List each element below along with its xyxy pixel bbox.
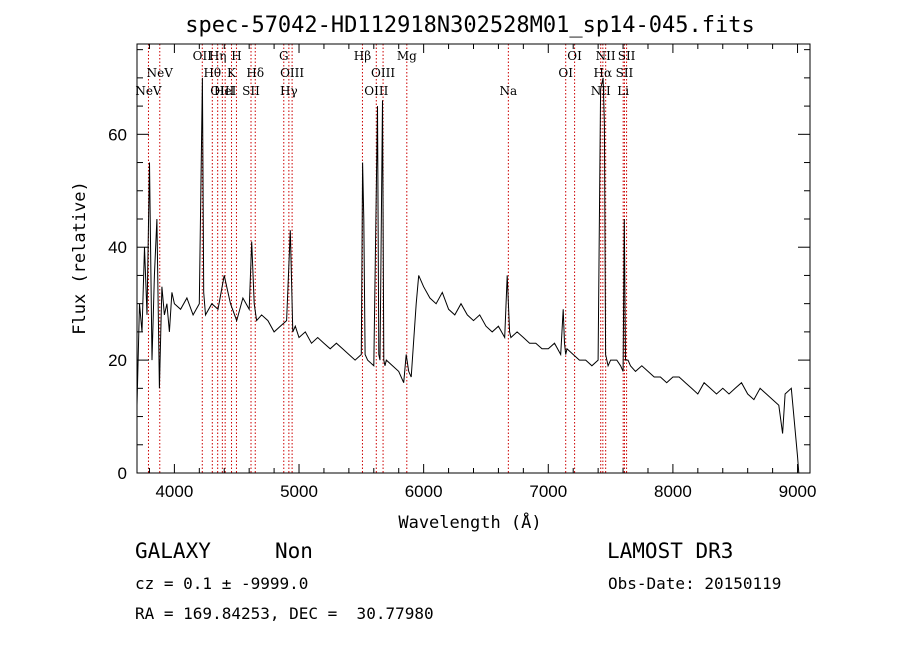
survey-name: LAMOST DR3 bbox=[607, 539, 734, 563]
line-label: Hα bbox=[594, 66, 613, 80]
line-label: OIII bbox=[371, 66, 395, 80]
redshift-cz: cz = 0.1 ± -9999.0 bbox=[135, 574, 309, 593]
x-tick-label: 7000 bbox=[529, 482, 567, 501]
line-label: NII bbox=[596, 49, 616, 63]
line-label: Hη bbox=[209, 49, 227, 63]
y-axis-label: Flux (relative) bbox=[70, 181, 90, 335]
line-label: HeI bbox=[214, 84, 237, 98]
x-tick-label: 5000 bbox=[280, 482, 318, 501]
line-label: OIII bbox=[280, 66, 304, 80]
line-label: Hδ bbox=[246, 66, 264, 80]
plot-frame bbox=[136, 43, 811, 474]
line-label: SII bbox=[616, 66, 634, 80]
line-label: H bbox=[231, 49, 241, 63]
x-axis-ticks: 4000 5000 6000 7000 8000 9000 bbox=[148, 44, 817, 501]
chart-title: spec-57042-HD112918N302528M01_sp14-045.f… bbox=[185, 13, 755, 38]
emission-line-labels: NeVNeVOIIHθHηOIIIHeIKHSIIHδGHγOIIIHβOIII… bbox=[135, 49, 635, 98]
y-axis-ticks: 0 20 40 60 bbox=[108, 49, 810, 483]
line-label: NeV bbox=[147, 66, 174, 80]
x-axis-label: Wavelength (Å) bbox=[398, 511, 541, 533]
y-tick-label: 20 bbox=[108, 351, 127, 370]
line-label: OIII bbox=[364, 84, 388, 98]
x-tick-label: 8000 bbox=[654, 482, 692, 501]
line-label: OII bbox=[193, 49, 213, 63]
line-label: OI bbox=[558, 66, 573, 80]
line-label: Na bbox=[500, 84, 518, 98]
line-label: OIII bbox=[210, 84, 234, 98]
line-label: OI bbox=[567, 49, 582, 63]
x-tick-label: 9000 bbox=[779, 482, 817, 501]
y-tick-label: 0 bbox=[118, 464, 127, 483]
y-tick-label: 40 bbox=[108, 238, 127, 257]
spectrum-line bbox=[136, 77, 800, 474]
line-label: Hθ bbox=[203, 66, 221, 80]
line-label: G bbox=[279, 49, 289, 63]
object-subclass: Non bbox=[275, 539, 313, 563]
line-label: K bbox=[227, 66, 237, 80]
coordinates: RA = 169.84253, DEC = 30.77980 bbox=[135, 604, 434, 623]
line-label: Li bbox=[617, 84, 629, 98]
line-label: SII bbox=[242, 84, 260, 98]
line-label: Hγ bbox=[280, 84, 298, 98]
x-tick-label: 4000 bbox=[155, 482, 193, 501]
line-label: NeV bbox=[135, 84, 162, 98]
observation-date: Obs-Date: 20150119 bbox=[608, 574, 782, 593]
line-label: SII bbox=[618, 49, 636, 63]
emission-line-markers bbox=[147, 44, 628, 473]
y-tick-label: 60 bbox=[108, 125, 127, 144]
line-label: Mg bbox=[397, 49, 417, 63]
x-tick-label: 6000 bbox=[405, 482, 443, 501]
object-class: GALAXY bbox=[135, 539, 211, 563]
line-label: Hβ bbox=[354, 49, 371, 63]
